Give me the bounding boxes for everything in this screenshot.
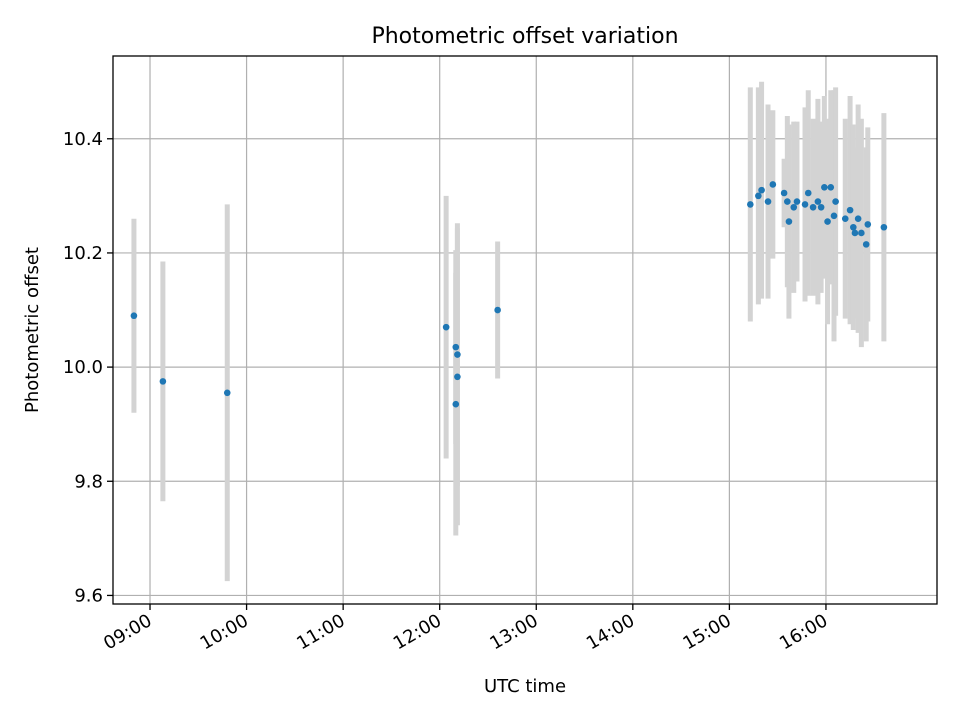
data-point bbox=[764, 198, 772, 205]
data-point bbox=[758, 186, 765, 194]
data-point bbox=[864, 221, 872, 228]
chart-title: Photometric offset variation bbox=[371, 24, 678, 49]
data-point bbox=[747, 201, 754, 208]
data-point bbox=[850, 223, 857, 231]
data-point bbox=[804, 189, 812, 197]
y-axis: 9.6 9.8 10.0 10.2 10.4 bbox=[63, 129, 113, 606]
data-point bbox=[801, 201, 809, 208]
data-point bbox=[851, 229, 859, 237]
data-point bbox=[452, 343, 460, 351]
y-tick-label: 10.4 bbox=[63, 129, 103, 150]
data-point bbox=[454, 373, 461, 381]
y-tick-label: 10.0 bbox=[63, 357, 103, 378]
data-point bbox=[814, 198, 822, 205]
plot-frame bbox=[112, 55, 938, 605]
point-layer bbox=[130, 181, 888, 408]
data-point bbox=[790, 203, 798, 211]
data-point bbox=[854, 215, 862, 222]
data-point bbox=[454, 351, 461, 358]
data-point bbox=[780, 189, 788, 197]
data-point bbox=[841, 215, 849, 222]
y-tick-label: 9.8 bbox=[74, 471, 103, 492]
data-point bbox=[223, 389, 231, 397]
data-point bbox=[442, 323, 450, 331]
data-point bbox=[821, 183, 828, 191]
y-axis-label: Photometric offset bbox=[22, 247, 43, 413]
data-point bbox=[862, 241, 870, 248]
data-point bbox=[784, 198, 791, 205]
data-point bbox=[159, 378, 167, 385]
y-tick-label: 9.6 bbox=[74, 585, 103, 606]
data-point bbox=[817, 203, 825, 211]
data-point bbox=[452, 400, 460, 408]
data-point bbox=[494, 306, 501, 314]
data-point bbox=[880, 223, 888, 231]
data-point bbox=[858, 229, 865, 237]
data-point bbox=[832, 198, 839, 205]
data-point bbox=[785, 218, 793, 225]
data-point bbox=[809, 203, 817, 211]
data-point bbox=[769, 181, 777, 188]
x-axis-label: UTC time bbox=[484, 676, 566, 697]
data-point bbox=[755, 192, 762, 200]
data-point bbox=[846, 206, 854, 214]
data-point bbox=[830, 212, 838, 220]
data-point bbox=[824, 218, 831, 225]
data-point bbox=[793, 198, 801, 205]
data-point bbox=[130, 312, 138, 320]
y-tick-label: 10.2 bbox=[63, 243, 103, 264]
data-point bbox=[827, 183, 835, 191]
